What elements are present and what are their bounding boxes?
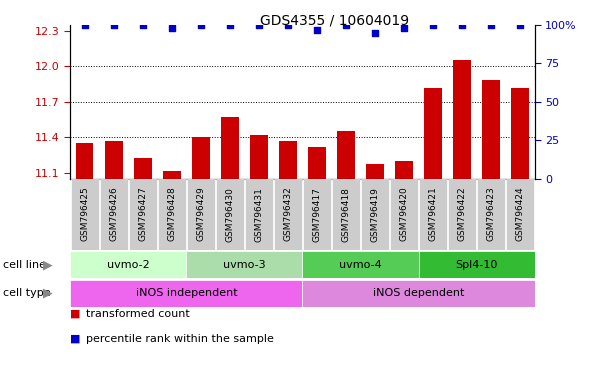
Bar [105, 141, 122, 384]
Point [515, 22, 525, 28]
Point [399, 25, 409, 31]
Bar [424, 88, 442, 384]
Bar [71, 179, 99, 250]
Text: GSM796423: GSM796423 [486, 187, 496, 242]
Bar [70, 251, 186, 278]
Bar [251, 135, 268, 384]
Text: GSM796424: GSM796424 [516, 187, 525, 242]
Text: transformed count: transformed count [86, 309, 189, 319]
Point [225, 22, 235, 28]
Text: GSM796432: GSM796432 [284, 187, 293, 242]
Text: Spl4-10: Spl4-10 [455, 260, 498, 270]
Bar [390, 179, 418, 250]
Text: ▶: ▶ [43, 287, 53, 300]
Bar [70, 280, 302, 307]
Bar [303, 179, 331, 250]
Point [196, 22, 206, 28]
Text: cell line: cell line [3, 260, 46, 270]
Text: uvmo-4: uvmo-4 [339, 260, 382, 270]
Text: ■: ■ [70, 309, 81, 319]
Text: GSM796418: GSM796418 [342, 187, 351, 242]
Bar [302, 251, 419, 278]
Bar [511, 88, 529, 384]
Bar [361, 179, 389, 250]
Text: GDS4355 / 10604019: GDS4355 / 10604019 [260, 13, 409, 27]
Text: GSM796431: GSM796431 [254, 187, 263, 242]
Text: GSM796419: GSM796419 [370, 187, 379, 242]
Text: GSM796420: GSM796420 [400, 187, 409, 242]
Text: GSM796421: GSM796421 [428, 187, 437, 242]
Bar [337, 131, 354, 384]
Point [80, 22, 90, 28]
Text: iNOS independent: iNOS independent [136, 288, 237, 298]
Point [486, 22, 496, 28]
Bar [483, 81, 500, 384]
Text: GSM796430: GSM796430 [225, 187, 235, 242]
Text: ■: ■ [70, 334, 81, 344]
Bar [367, 164, 384, 384]
Bar [216, 179, 244, 250]
Point [109, 22, 119, 28]
Text: GSM796422: GSM796422 [458, 187, 467, 242]
Text: uvmo-3: uvmo-3 [223, 260, 266, 270]
Bar [245, 179, 273, 250]
Text: GSM796427: GSM796427 [138, 187, 147, 242]
Text: GSM796429: GSM796429 [196, 187, 205, 242]
Bar [448, 179, 476, 250]
Bar [76, 143, 93, 384]
Point [457, 22, 467, 28]
Bar [192, 137, 210, 384]
Bar [453, 60, 470, 384]
Point [312, 26, 322, 33]
Bar [302, 280, 535, 307]
Bar [332, 179, 360, 250]
Point [370, 30, 380, 36]
Text: cell type: cell type [3, 288, 51, 298]
Text: GSM796425: GSM796425 [80, 187, 89, 242]
Point [428, 22, 438, 28]
Bar [477, 179, 505, 250]
Bar [158, 179, 186, 250]
Text: percentile rank within the sample: percentile rank within the sample [86, 334, 273, 344]
Text: GSM796417: GSM796417 [312, 187, 321, 242]
Point [138, 22, 148, 28]
Bar [419, 251, 535, 278]
Bar [395, 161, 413, 384]
Text: uvmo-2: uvmo-2 [107, 260, 150, 270]
Point [254, 22, 264, 28]
Bar [221, 117, 239, 384]
Point [283, 22, 293, 28]
Bar [163, 172, 181, 384]
Bar [309, 147, 326, 384]
Bar [134, 159, 152, 384]
Text: iNOS dependent: iNOS dependent [373, 288, 464, 298]
Bar [186, 251, 302, 278]
Bar [506, 179, 534, 250]
Bar [129, 179, 157, 250]
Bar [279, 141, 297, 384]
Text: GSM796428: GSM796428 [167, 187, 177, 242]
Text: GSM796426: GSM796426 [109, 187, 119, 242]
Point [167, 25, 177, 31]
Bar [274, 179, 302, 250]
Bar [419, 179, 447, 250]
Text: ▶: ▶ [43, 258, 53, 271]
Point [341, 22, 351, 28]
Bar [100, 179, 128, 250]
Bar [187, 179, 215, 250]
